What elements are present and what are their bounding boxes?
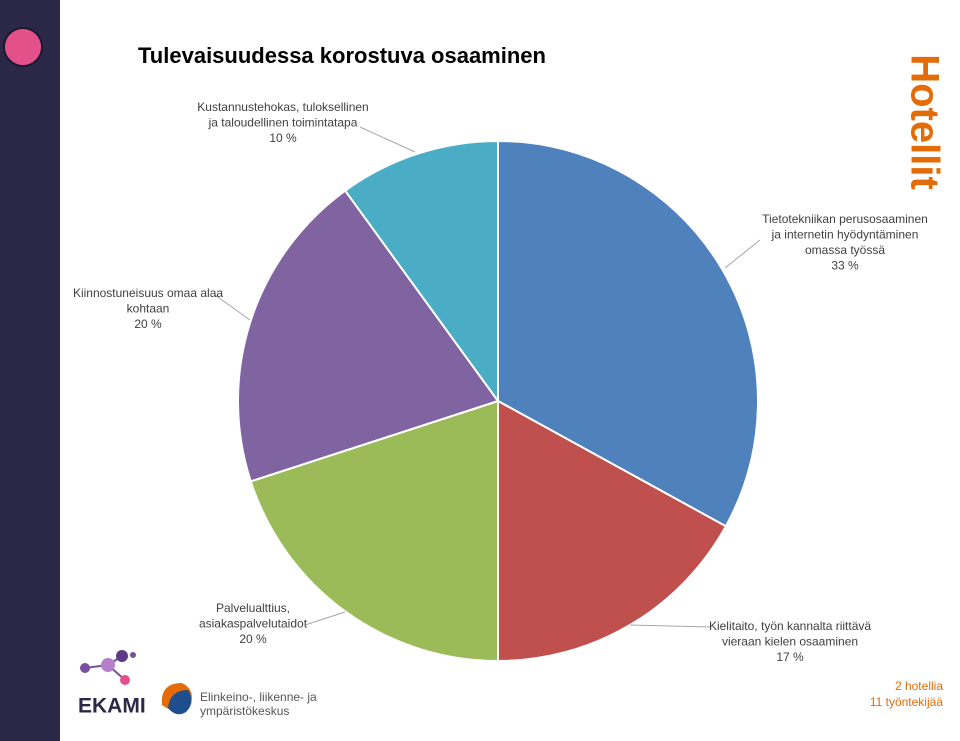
ely-text: Elinkeino-, liikenne- ja: [200, 690, 317, 704]
leader-line: [359, 126, 416, 153]
slice-label: ja taloudellinen toimintatapa: [208, 116, 358, 130]
slice-label: Kiinnostuneisuus omaa alaa: [73, 286, 223, 300]
pie-slice: [237, 189, 500, 483]
slice-label: omassa työssä: [805, 243, 885, 257]
ely-logo: Elinkeino-, liikenne- ja ympäristökeskus: [161, 683, 317, 718]
ekami-text: EKAMI: [78, 695, 146, 718]
value-label: 10 %: [269, 131, 297, 145]
pink-dot: [3, 27, 43, 67]
slice-label: kohtaan: [127, 302, 170, 316]
slice-label: Kustannustehokas, tuloksellinen: [197, 100, 368, 114]
value-label: 17 %: [776, 650, 804, 664]
leader-line: [629, 624, 711, 628]
side-title: Hotellit: [902, 54, 946, 190]
leader-line: [214, 294, 251, 321]
slice-label: ja internetin hyödyntäminen: [771, 228, 919, 242]
slice-label: Kielitaito, työn kannalta riittävä: [709, 619, 871, 633]
footer-line: 2 hotellia: [895, 679, 943, 693]
leader-line: [304, 611, 346, 626]
pie-slice: [343, 139, 499, 405]
slice-label: asiakaspalvelutaidot: [199, 617, 308, 631]
value-label: 33 %: [831, 259, 859, 273]
leader-line: [724, 239, 761, 269]
footer-line: 11 työntekijää: [870, 695, 943, 709]
slice-label: Palvelualttius,: [216, 601, 290, 615]
pie-slice: [497, 139, 759, 528]
sidebar: [0, 0, 60, 741]
value-label: 20 %: [134, 317, 162, 331]
ely-text: ympäristökeskus: [200, 704, 289, 718]
slice-label: vieraan kielen osaaminen: [722, 635, 858, 649]
pie-slice: [249, 399, 499, 663]
value-label: 20 %: [239, 632, 267, 646]
ekami-logo: EKAMI: [78, 650, 146, 718]
slice-label: Tietotekniikan perusosaaminen: [762, 212, 928, 226]
chart-title: Tulevaisuudessa korostuva osaaminen: [138, 43, 546, 68]
